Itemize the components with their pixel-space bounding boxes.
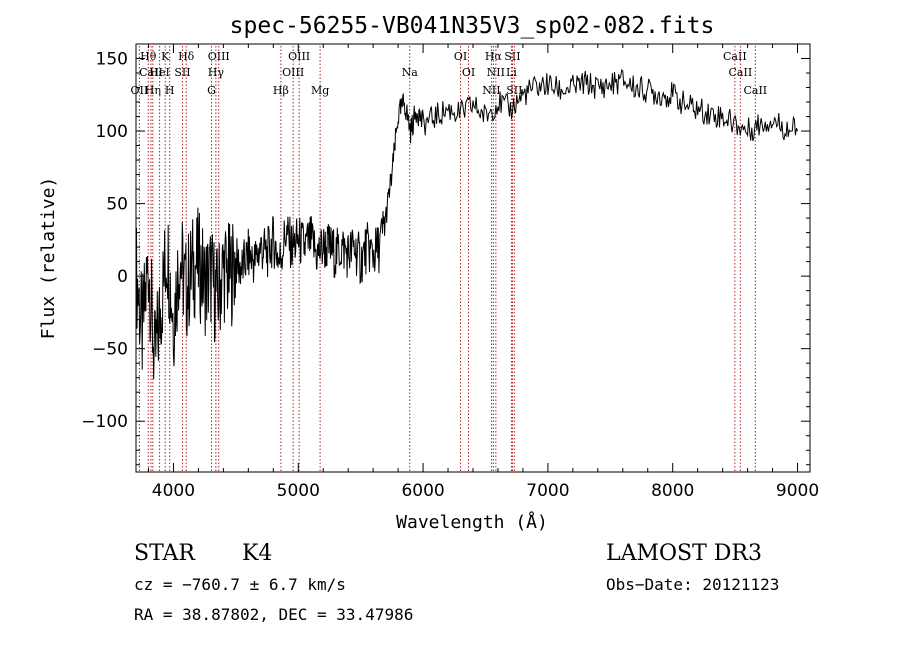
line-label-oiii: OIII (282, 66, 304, 79)
line-label-hδ: Hδ (178, 50, 195, 63)
spectrum-trace-group (135, 68, 798, 380)
line-label-caii: CaII (743, 84, 767, 97)
y-tick-label: −100 (81, 412, 128, 432)
line-label-sii: SII (504, 50, 520, 63)
survey-name: LAMOST DR3 (606, 541, 762, 566)
line-label-caii: CaII (729, 66, 753, 79)
line-label-oi: OI (462, 66, 475, 79)
x-tick-label: 9000 (776, 481, 819, 501)
y-tick-label: 100 (96, 122, 128, 142)
line-label-sii: SII (174, 66, 190, 79)
line-label-oiii: OIII (288, 50, 310, 63)
line-label-nii: NII (482, 84, 500, 97)
line-label-nii: NII (487, 66, 505, 79)
line-label-oiii: OIII (208, 50, 230, 63)
line-label-caii: CaII (139, 66, 163, 79)
x-axis-label: Wavelength (Å) (396, 511, 548, 533)
plot-frame (135, 43, 811, 473)
object-subclass: K4 (242, 541, 272, 566)
y-tick-label: −50 (92, 340, 128, 360)
line-label-oii: OII (131, 84, 149, 97)
line-label-hei: HeI (149, 66, 169, 79)
y-tick-label: 150 (96, 50, 128, 70)
x-tick-label: 7000 (526, 481, 569, 501)
line-label-na: Na (402, 66, 419, 79)
line-label-hη: Hη (145, 84, 161, 97)
spectrum-line-flux (135, 68, 798, 380)
coordinates: RA = 38.87802, DEC = 33.47986 (134, 605, 413, 624)
x-tick-label: 8000 (651, 481, 694, 501)
line-label-sii: SII (506, 84, 522, 97)
axis-ticks: 4000 5000 6000 7000 8000 9000 −100 −50 0 50 100 150 (81, 43, 819, 501)
line-label-h: H (165, 84, 175, 97)
line-label-hα: Hα (485, 50, 503, 63)
line-label-caii: CaII (723, 50, 747, 63)
line-label-hγ: Hγ (208, 66, 225, 79)
line-label-hβ: Hβ (273, 84, 289, 97)
object-class: STAR (134, 541, 196, 566)
line-label-hθ: Hθ (140, 50, 157, 63)
y-tick-label: 0 (117, 267, 128, 287)
line-label-li: Li (506, 66, 517, 79)
x-tick-label: 4000 (152, 481, 195, 501)
x-tick-label: 5000 (277, 481, 320, 501)
line-label-g: G (207, 84, 216, 97)
chart-title: spec-56255-VB041N35V3_sp02-082.fits (230, 13, 715, 39)
line-label-k: K (161, 50, 170, 63)
observation-date: Obs−Date: 20121123 (606, 575, 779, 594)
y-tick-label: 50 (106, 195, 128, 215)
y-axis-label: Flux (relative) (38, 177, 59, 340)
line-label-oi: OI (454, 50, 467, 63)
line-label-mg: Mg (311, 84, 329, 97)
redshift-cz: cz = −760.7 ± 6.7 km/s (134, 575, 346, 594)
x-tick-label: 6000 (401, 481, 444, 501)
